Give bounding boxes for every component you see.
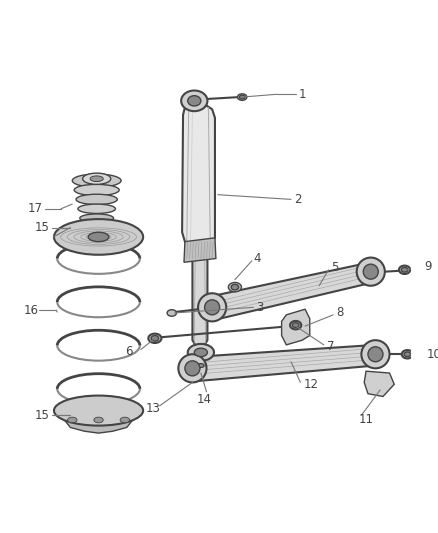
Ellipse shape (194, 348, 208, 357)
Ellipse shape (167, 310, 177, 316)
Ellipse shape (357, 257, 385, 286)
Ellipse shape (181, 91, 208, 111)
Ellipse shape (54, 395, 143, 426)
Text: 3: 3 (256, 301, 264, 314)
Ellipse shape (368, 347, 383, 362)
Ellipse shape (72, 174, 121, 187)
Polygon shape (182, 103, 215, 253)
Text: 11: 11 (359, 414, 374, 426)
Ellipse shape (151, 335, 159, 341)
Polygon shape (184, 238, 216, 262)
Ellipse shape (67, 417, 77, 423)
Text: 8: 8 (336, 306, 343, 319)
Text: 4: 4 (254, 252, 261, 264)
Polygon shape (192, 345, 375, 382)
Ellipse shape (94, 417, 103, 423)
Ellipse shape (198, 293, 226, 321)
Ellipse shape (81, 224, 112, 231)
Text: 6: 6 (125, 345, 132, 358)
Ellipse shape (188, 95, 201, 106)
Ellipse shape (178, 354, 206, 382)
Ellipse shape (205, 300, 219, 315)
Text: 10: 10 (427, 348, 438, 361)
Ellipse shape (231, 284, 239, 290)
Polygon shape (282, 309, 310, 345)
Text: 12: 12 (303, 378, 318, 391)
Ellipse shape (90, 176, 103, 182)
Ellipse shape (120, 417, 130, 423)
Ellipse shape (80, 214, 113, 222)
Ellipse shape (148, 334, 162, 343)
Ellipse shape (402, 350, 413, 359)
Ellipse shape (404, 352, 411, 357)
Ellipse shape (76, 194, 117, 205)
Text: 13: 13 (145, 402, 160, 415)
Ellipse shape (185, 361, 200, 376)
Ellipse shape (290, 321, 301, 329)
Ellipse shape (78, 204, 116, 213)
Ellipse shape (198, 364, 204, 367)
Ellipse shape (74, 184, 119, 196)
Ellipse shape (293, 323, 299, 327)
Text: 17: 17 (28, 202, 43, 215)
Ellipse shape (399, 265, 410, 274)
Ellipse shape (239, 95, 245, 99)
Ellipse shape (83, 173, 111, 184)
Ellipse shape (195, 362, 206, 369)
Ellipse shape (228, 282, 241, 292)
Polygon shape (63, 410, 134, 433)
Text: 1: 1 (298, 88, 306, 101)
Ellipse shape (237, 94, 247, 100)
Ellipse shape (363, 264, 378, 279)
Ellipse shape (54, 219, 143, 255)
Text: 15: 15 (35, 409, 49, 422)
Text: 14: 14 (197, 393, 212, 406)
Text: 2: 2 (294, 193, 301, 206)
Ellipse shape (361, 340, 389, 368)
Text: 7: 7 (327, 340, 334, 353)
Text: 9: 9 (424, 261, 432, 273)
Ellipse shape (401, 268, 408, 272)
Text: 5: 5 (331, 261, 339, 274)
Polygon shape (192, 251, 208, 347)
Ellipse shape (188, 344, 214, 361)
Text: 16: 16 (24, 304, 39, 317)
Polygon shape (212, 262, 371, 320)
Ellipse shape (88, 232, 109, 241)
Polygon shape (364, 371, 394, 397)
Text: 15: 15 (35, 221, 49, 234)
